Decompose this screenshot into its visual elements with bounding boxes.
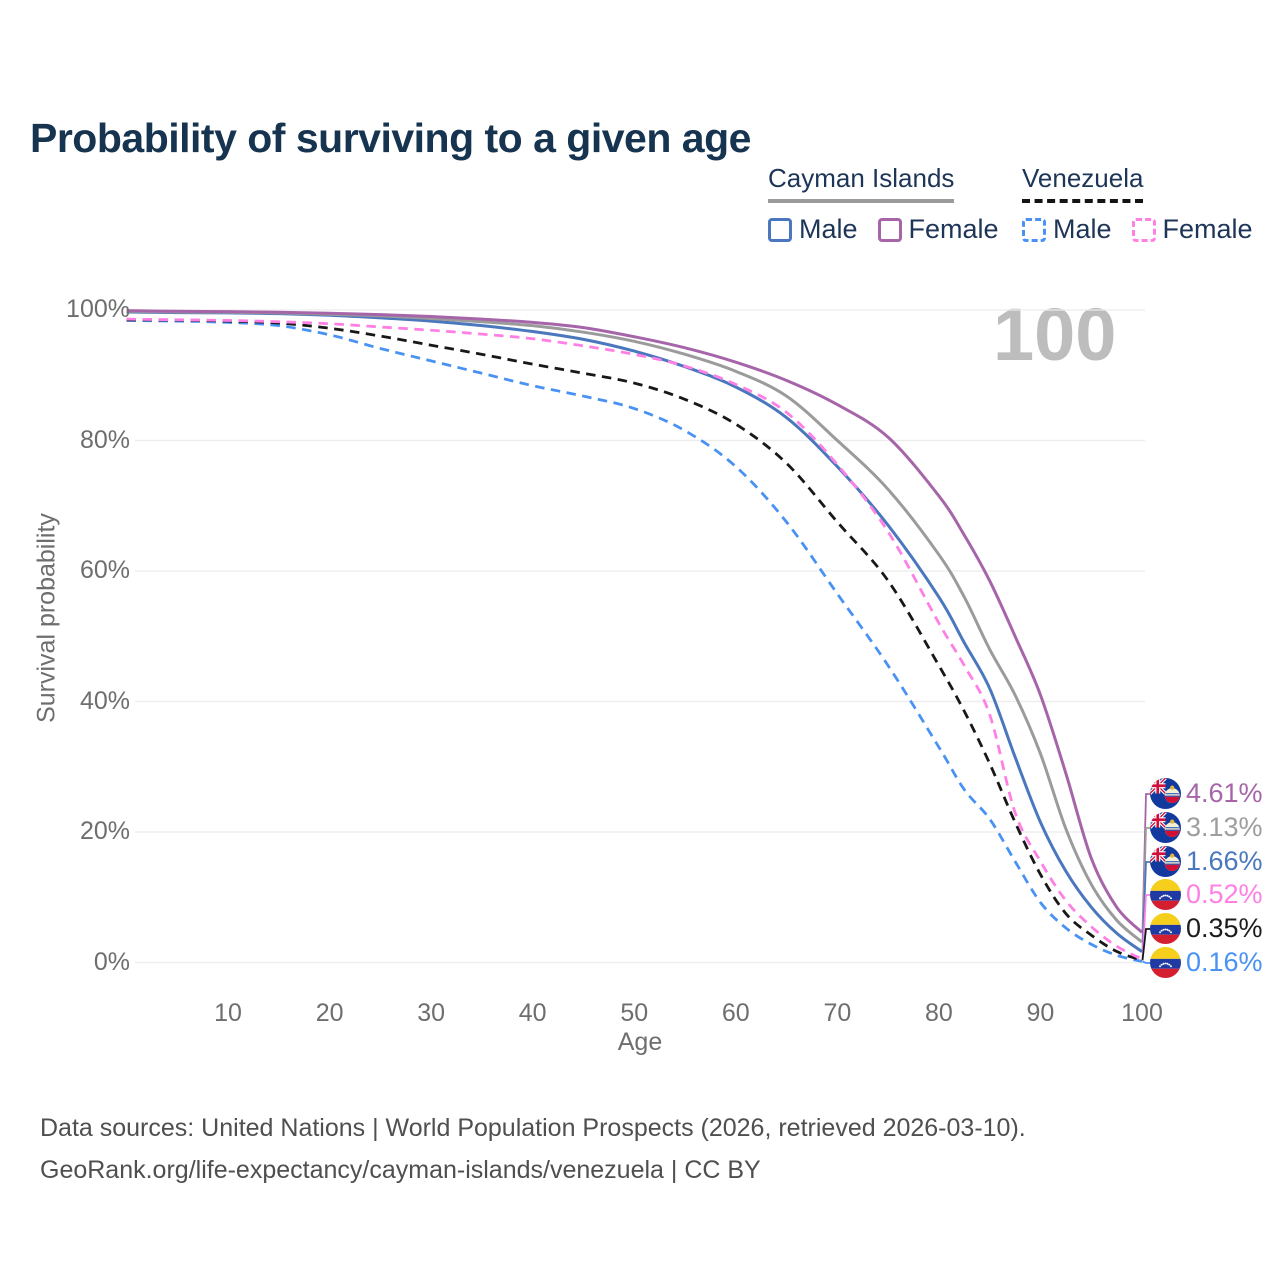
x-tick-label: 50	[620, 999, 649, 1027]
end-value-percent: 1.66%	[1186, 846, 1263, 876]
data-sources-line: Data sources: United Nations | World Pop…	[40, 1114, 1026, 1142]
y-tick-label: 60%	[79, 556, 130, 584]
end-value-percent: 0.35%	[1186, 913, 1263, 943]
cayman-male-swatch-icon[interactable]	[768, 217, 792, 242]
legend-group-title-venezuela: Venezuela	[1022, 163, 1144, 203]
end-value-percent: 0.16%	[1186, 947, 1263, 977]
cayman-female-swatch-icon[interactable]	[877, 217, 902, 242]
x-tick-label: 40	[518, 999, 547, 1027]
legend-item-cayman-female[interactable]: Female	[877, 214, 999, 245]
curve-cayman-islands-female[interactable]	[126, 309, 1144, 934]
curve-cayman-islands-total[interactable]	[126, 309, 1143, 944]
age-counter-watermark: 100	[993, 293, 1117, 376]
x-tick-label: 30	[417, 999, 446, 1027]
cayman-islands-flag-icon	[1150, 846, 1181, 877]
x-axis-label: Age	[617, 1028, 663, 1056]
end-label-row: 3.13%	[1150, 812, 1263, 843]
venezuela-female-swatch-icon[interactable]	[1131, 217, 1156, 242]
legend-item-venezuela-male[interactable]: Male	[1022, 214, 1112, 245]
x-tick-label: 80	[924, 999, 953, 1027]
legend-group-venezuela: Venezuela Male Female	[1022, 163, 1253, 245]
y-tick-label: 100%	[66, 295, 130, 323]
x-tick-label: 20	[315, 999, 344, 1027]
legend-item-label: Female	[1162, 214, 1253, 244]
venezuela-male-swatch-icon[interactable]	[1022, 217, 1046, 242]
x-tick-label: 60	[721, 999, 750, 1027]
y-tick-label: 0%	[93, 947, 130, 976]
venezuela-flag-icon	[1150, 879, 1181, 910]
end-value-percent: 4.61%	[1186, 778, 1263, 808]
legend-item-label: Male	[799, 214, 858, 244]
legend-item-venezuela-female[interactable]: Female	[1131, 214, 1253, 245]
legend-group-cayman-islands: Cayman Islands Male Female	[768, 163, 999, 245]
end-value-percent: 3.13%	[1186, 812, 1263, 842]
curve-venezuela-total[interactable]	[126, 318, 1143, 962]
legend-item-cayman-male[interactable]: Male	[768, 214, 858, 245]
cayman-islands-flag-icon	[1150, 812, 1181, 843]
legend-item-label: Female	[908, 214, 999, 244]
curve-venezuela-female[interactable]	[126, 317, 1143, 961]
curve-venezuela-male[interactable]	[126, 319, 1143, 963]
y-tick-label: 80%	[79, 425, 130, 454]
attribution-line: GeoRank.org/life-expectancy/cayman-islan…	[40, 1155, 761, 1184]
page-title: Probability of surviving to a given age	[30, 115, 751, 162]
cayman-islands-flag-icon	[1150, 778, 1181, 809]
end-label-row: 4.61%	[1150, 778, 1263, 809]
x-tick-label: 70	[823, 999, 852, 1027]
x-tick-label: 90	[1026, 999, 1055, 1027]
y-tick-label: 40%	[79, 686, 130, 715]
end-label-row: 0.35%	[1150, 913, 1263, 944]
y-tick-label: 20%	[79, 817, 130, 845]
x-tick-label: 100	[1121, 999, 1163, 1027]
legend-item-label: Male	[1053, 214, 1112, 244]
footer: Data sources: United Nations | World Pop…	[40, 1108, 1026, 1191]
venezuela-flag-icon	[1150, 913, 1181, 944]
legend-group-title-cayman-islands: Cayman Islands	[768, 163, 955, 203]
end-label-row: 0.52%	[1150, 879, 1263, 910]
end-label-row: 1.66%	[1150, 846, 1263, 877]
end-label-row: 0.16%	[1150, 947, 1263, 978]
x-tick-label: 10	[214, 999, 242, 1027]
end-value-percent: 0.52%	[1186, 879, 1263, 909]
venezuela-flag-icon	[1150, 947, 1181, 978]
